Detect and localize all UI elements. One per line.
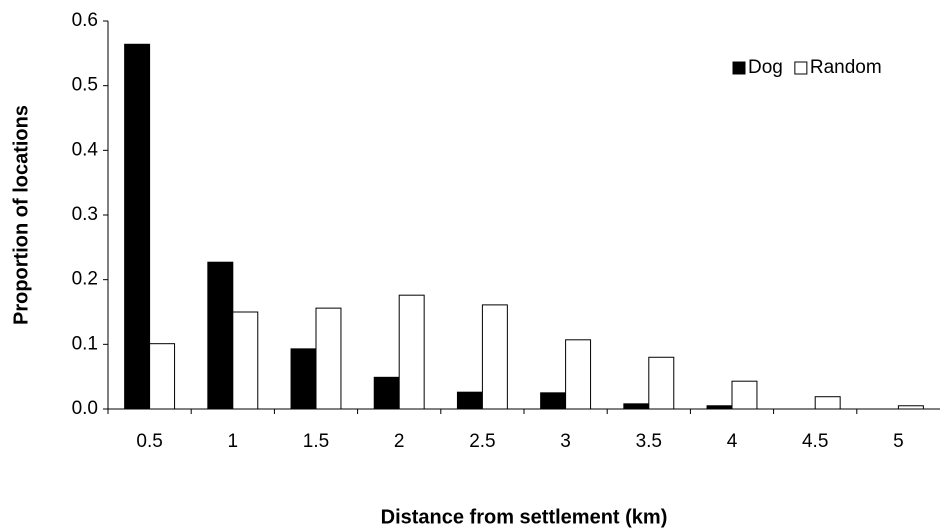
x-tick-label: 3 bbox=[560, 431, 571, 452]
x-tick-label: 1 bbox=[228, 431, 239, 452]
x-tick-label: 5 bbox=[893, 431, 904, 452]
bar bbox=[124, 43, 151, 410]
x-axis-label: Distance from settlement (km) bbox=[381, 506, 668, 528]
x-tick-label: 4 bbox=[727, 431, 738, 452]
y-tick-label: 0.5 bbox=[72, 75, 98, 96]
bar bbox=[232, 311, 259, 410]
x-tick-label: 1.5 bbox=[303, 431, 329, 452]
y-tick-label: 0.6 bbox=[72, 10, 98, 31]
bar bbox=[897, 405, 924, 410]
bar bbox=[373, 376, 400, 410]
bar bbox=[481, 304, 508, 410]
x-tick-label: 2.5 bbox=[469, 431, 495, 452]
legend-swatch bbox=[794, 61, 808, 75]
y-tick-label: 0.4 bbox=[72, 139, 99, 160]
x-tick-label: 0.5 bbox=[136, 431, 162, 452]
bar bbox=[814, 396, 841, 410]
bar bbox=[623, 403, 650, 410]
bar bbox=[731, 380, 758, 410]
y-tick-label: 0.1 bbox=[72, 333, 98, 354]
bar bbox=[456, 391, 483, 410]
legend-label: Dog bbox=[748, 57, 783, 78]
y-tick-label: 0.0 bbox=[72, 398, 98, 419]
bar bbox=[207, 261, 234, 410]
y-axis-label: Proportion of locations bbox=[10, 105, 32, 325]
bar bbox=[290, 348, 317, 410]
x-tick-label: 4.5 bbox=[802, 431, 828, 452]
bar bbox=[648, 356, 675, 410]
legend-swatch bbox=[732, 61, 746, 75]
bar bbox=[149, 343, 176, 410]
legend-label: Random bbox=[810, 57, 882, 78]
bar bbox=[565, 339, 592, 410]
x-tick-label: 2 bbox=[394, 431, 405, 452]
x-tick-label: 3.5 bbox=[636, 431, 662, 452]
y-tick-label: 0.2 bbox=[72, 269, 98, 290]
bar bbox=[540, 392, 567, 410]
y-tick-label: 0.3 bbox=[72, 204, 98, 225]
bar bbox=[398, 294, 425, 410]
bar bbox=[315, 307, 342, 410]
bar bbox=[706, 405, 733, 410]
